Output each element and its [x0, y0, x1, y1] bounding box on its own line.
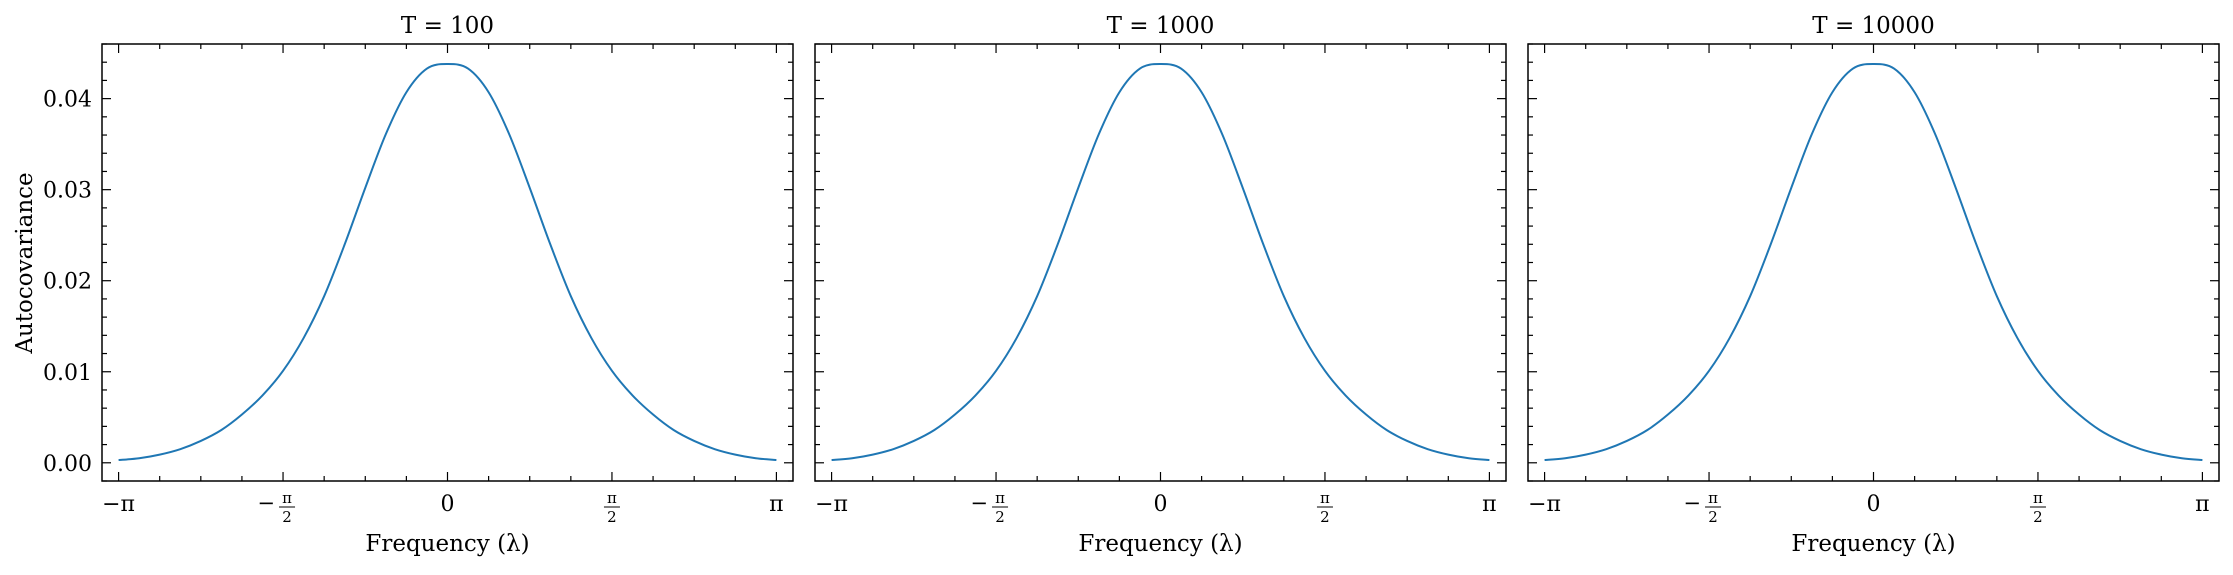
x-tick-label: − π2: [970, 489, 1009, 526]
x-tick-label: π2: [1316, 489, 1333, 526]
series-line-1: [831, 63, 1490, 462]
y-tick-label: 0.04: [43, 88, 92, 113]
x-tick-label: 0: [1867, 492, 1881, 517]
y-axis-label: Autocovariance: [12, 172, 38, 354]
x-tick-label: −π: [815, 492, 848, 517]
x-tick-label-numerator: π: [1708, 489, 1718, 507]
y-tick-label: 0.00: [43, 452, 92, 477]
x-tick-label-sign: −: [1683, 491, 1701, 515]
panels: T = 1000.000.010.020.030.04−π − π2 0 π2 πFreq…: [43, 13, 2220, 557]
x-tick-label-denominator: 2: [282, 508, 292, 526]
x-tick-label: π: [2195, 492, 2209, 517]
x-tick-label: π2: [603, 489, 620, 526]
x-tick-label-numerator: π: [995, 489, 1005, 507]
x-tick-label-sign: −: [970, 491, 988, 515]
x-tick-label: −π: [1528, 492, 1561, 517]
series-line-1: [118, 63, 777, 462]
panel-1: T = 1000.000.010.020.030.04−π − π2 0 π2 πFreq…: [43, 13, 794, 557]
x-tick-label: −π: [102, 492, 135, 517]
x-tick-label: 0: [1154, 492, 1168, 517]
panel-title: T = 100: [401, 13, 494, 39]
x-tick-label-numerator: π: [282, 489, 292, 507]
x-tick-label-sign: −: [257, 491, 275, 515]
panel-title: T = 1000: [1107, 13, 1215, 39]
x-tick-label: π2: [2029, 489, 2046, 526]
x-tick-label-denominator: 2: [2033, 508, 2043, 526]
y-tick-label: 0.02: [43, 270, 92, 295]
series-line-1: [1544, 63, 2203, 462]
x-tick-label-numerator: π: [1320, 489, 1330, 507]
y-tick-label: 0.01: [43, 361, 92, 386]
y-tick-label: 0.03: [43, 179, 92, 204]
axes-frame: [814, 43, 1507, 482]
x-tick-label: π: [769, 492, 783, 517]
x-tick-label-numerator: π: [607, 489, 617, 507]
x-tick-label: − π2: [1683, 489, 1722, 526]
x-tick-label-numerator: π: [2033, 489, 2043, 507]
x-axis-label: Frequency (λ): [1791, 531, 1955, 557]
x-tick-label: π: [1482, 492, 1496, 517]
x-tick-label: − π2: [257, 489, 296, 526]
x-tick-label: 0: [441, 492, 455, 517]
x-tick-label-denominator: 2: [607, 508, 617, 526]
axes-frame: [101, 43, 794, 482]
x-tick-label-denominator: 2: [1320, 508, 1330, 526]
x-tick-label-denominator: 2: [995, 508, 1005, 526]
x-axis-label: Frequency (λ): [1078, 531, 1242, 557]
axes-frame: [1527, 43, 2220, 482]
x-tick-label-denominator: 2: [1708, 508, 1718, 526]
x-axis-label: Frequency (λ): [365, 531, 529, 557]
panel-title: T = 10000: [1812, 13, 1934, 39]
